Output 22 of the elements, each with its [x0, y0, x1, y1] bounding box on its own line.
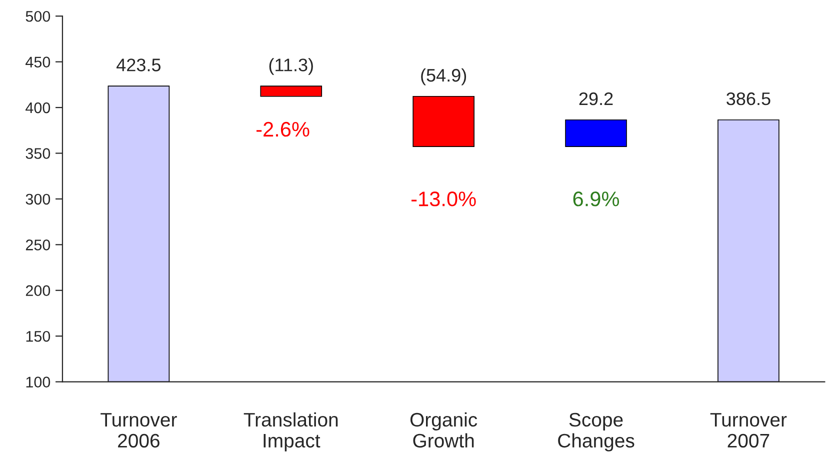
- annotation: -2.6%: [256, 122, 310, 137]
- y-tick-label: 350: [26, 148, 50, 159]
- data-label: (54.9): [421, 68, 466, 86]
- data-label: 423.5: [116, 58, 161, 72]
- y-tick-label: 300: [26, 194, 50, 205]
- data-label: 386.5: [726, 92, 770, 106]
- y-tick-label: 200: [26, 285, 50, 296]
- x-tick-label: Organic Growth: [410, 412, 478, 448]
- data-label: (11.3): [269, 58, 313, 75]
- data-label: 29.2: [579, 92, 613, 106]
- x-tick-label: Turnover 2006: [100, 413, 177, 448]
- y-tick-label: 250: [26, 240, 50, 250]
- y-tick-label: 400: [26, 102, 50, 114]
- y-tick-label: 450: [26, 56, 50, 68]
- annotation: 6.9%: [573, 192, 620, 206]
- y-tick-label: 500: [26, 10, 50, 22]
- x-tick-label: Turnover 2007: [710, 413, 787, 448]
- y-tick-label: 150: [26, 330, 50, 342]
- x-tick-label: Scope Changes: [558, 412, 634, 452]
- x-tick-label: Translation Impact: [244, 412, 338, 452]
- y-tick-label: 100: [26, 376, 50, 388]
- annotation: -13.0%: [411, 192, 476, 206]
